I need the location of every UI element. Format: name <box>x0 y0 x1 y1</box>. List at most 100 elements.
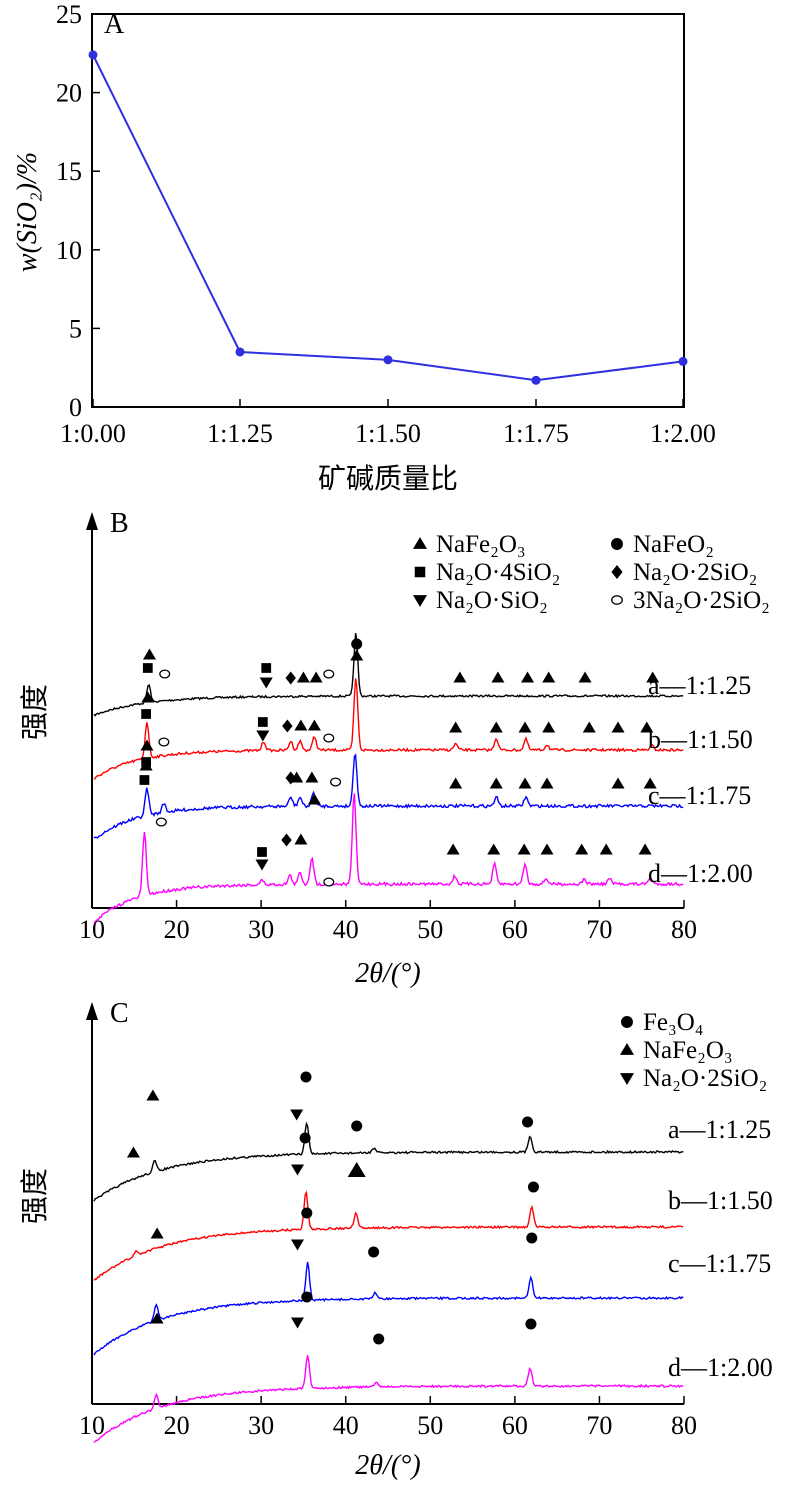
panel-a-ytick-label: 20 <box>56 79 82 108</box>
panel-b-peak-marker <box>143 648 157 660</box>
panel-b-peak-marker <box>294 833 308 845</box>
panel-b-xtick-label: 40 <box>333 915 359 944</box>
panel-b-legend-label: Na₂O·SiO₂ <box>436 587 548 614</box>
panel-b-series-label: b—1:1.50 <box>648 725 753 754</box>
panel-b-peak-marker <box>282 719 293 733</box>
panel-c-peak-marker <box>126 1146 140 1158</box>
panel-b-x-axis-label: 2θ/(°) <box>355 958 420 989</box>
panel-c-series-label: a—1:1.25 <box>668 1115 771 1144</box>
panel-b-peak-marker <box>261 663 272 673</box>
panel-a-ytick-label: 10 <box>56 236 82 265</box>
panel-b-peak-marker <box>449 721 463 733</box>
panel-a-x-axis-label: 矿碱质量比 <box>318 463 458 495</box>
panel-c-peak-marker <box>150 1312 164 1324</box>
panel-b-peak-marker <box>540 777 554 789</box>
panel-c-peak-marker <box>290 1109 304 1121</box>
panel-c-peak-marker <box>373 1333 385 1345</box>
panel-c-peak-marker <box>527 1181 539 1193</box>
panel-b-series-3-trace <box>93 753 684 839</box>
panel-b-peak-marker <box>296 671 310 683</box>
panel-b-peak-marker <box>323 877 335 887</box>
panel-b-peak-marker <box>521 671 535 683</box>
panel-b-series-label: a—1:1.25 <box>648 671 751 700</box>
panel-b-series-4-trace <box>93 793 684 924</box>
panel-b-series-1-trace <box>93 632 684 717</box>
panel-a-xtick-label: 1:1.75 <box>503 419 569 448</box>
panel-b-peak-marker <box>307 793 321 805</box>
panel-b-peak-marker <box>487 843 501 855</box>
panel-b-peak-marker <box>330 777 342 787</box>
panel-b-peak-marker <box>158 737 170 747</box>
panel-b-legend-symbol <box>414 566 426 578</box>
panel-a-data-point <box>531 375 541 385</box>
panel-b-peak-marker <box>142 663 153 673</box>
panel-b-peak-marker <box>155 817 167 827</box>
panel-b-peak-marker <box>542 671 556 683</box>
panel-c-x-axis-label: 2θ/(°) <box>355 1450 420 1481</box>
panel-b-legend-symbol <box>611 595 623 605</box>
panel-b-peak-marker <box>599 843 613 855</box>
panel-a-xtick-label: 1:1.50 <box>355 419 421 448</box>
panel-b-peak-marker <box>611 721 625 733</box>
panel-c-legend-symbol <box>620 1073 634 1085</box>
panel-b-peak-marker <box>255 859 269 871</box>
panel-b-legend-label: NaFe₂O₃ <box>436 531 526 558</box>
panel-b-legend-symbol <box>611 565 623 579</box>
panel-b-peak-marker <box>351 638 363 650</box>
panel-b-label: B <box>110 508 129 539</box>
panel-b-peak-marker <box>542 721 556 733</box>
panel-b-peak-marker <box>646 671 660 683</box>
panel-b-peak-marker <box>518 777 532 789</box>
panel-b-peak-marker <box>517 843 531 855</box>
panel-b-legend-label: Na₂O·4SiO₂ <box>436 559 560 586</box>
panel-b-legend-label: 3Na₂O·2SiO₂ <box>633 587 770 614</box>
panel-b-peak-marker <box>285 671 296 685</box>
panel-a-label: A <box>104 9 125 40</box>
panel-c-xtick-label: 80 <box>671 1411 697 1440</box>
panel-b-peak-marker <box>259 677 273 689</box>
panel-b-peak-marker <box>290 771 304 783</box>
panel-a-frame <box>91 13 685 408</box>
panel-b-peak-marker <box>140 739 154 751</box>
panel-b-peak-marker <box>638 843 652 855</box>
panel-b-peak-marker <box>449 777 463 789</box>
panel-b-legend-symbol <box>413 537 427 549</box>
panel-c-y-arrow <box>86 1002 98 1020</box>
panel-b-legend-symbol <box>611 538 623 550</box>
panel-a-ytick-label: 15 <box>56 157 82 186</box>
panel-a-data-point <box>383 355 393 365</box>
panel-c-legend-symbol <box>620 1043 634 1055</box>
panel-b-peak-marker <box>540 843 554 855</box>
panel-c-peak-marker <box>301 1291 313 1303</box>
panel-b-xtick-label: 30 <box>248 915 274 944</box>
panel-c-peak-marker <box>522 1116 534 1128</box>
panel-b-peak-marker <box>141 691 155 703</box>
panel-b-xtick-label: 50 <box>417 915 443 944</box>
panel-b-peak-marker <box>578 671 592 683</box>
panel-c-peak-marker <box>291 1317 305 1329</box>
panel-b-peak-marker <box>323 733 335 743</box>
panel-b-peak-marker <box>518 721 532 733</box>
panel-b-xtick-label: 10 <box>79 915 105 944</box>
panel-b-peak-marker <box>491 671 505 683</box>
panel-b-peak-marker <box>643 777 657 789</box>
panel-c-label: C <box>110 998 129 1029</box>
panel-b-peak-marker <box>309 671 323 683</box>
panel-c-series-label: c—1:1.75 <box>668 1249 771 1278</box>
panel-c-series-label: b—1:1.50 <box>668 1186 773 1215</box>
panel-c-legend-label: NaFe₂O₃ <box>643 1037 733 1064</box>
panel-c-legend-symbol <box>621 1016 633 1028</box>
panel-c-xtick-label: 20 <box>164 1411 190 1440</box>
panel-b-peak-marker <box>305 771 319 783</box>
panel-c-y-axis-label: 强度 <box>19 1168 51 1224</box>
panel-b-peak-marker <box>294 719 308 731</box>
panel-b-series-2-trace <box>93 678 684 780</box>
panel-a-xtick-label: 1:2.00 <box>650 419 716 448</box>
panel-b-peak-marker <box>141 709 152 719</box>
panel-b-peak-marker <box>257 717 268 727</box>
panel-b-peak-marker <box>307 719 321 731</box>
panel-b-xtick-label: 20 <box>164 915 190 944</box>
panel-c-series-1-trace <box>93 1121 684 1202</box>
